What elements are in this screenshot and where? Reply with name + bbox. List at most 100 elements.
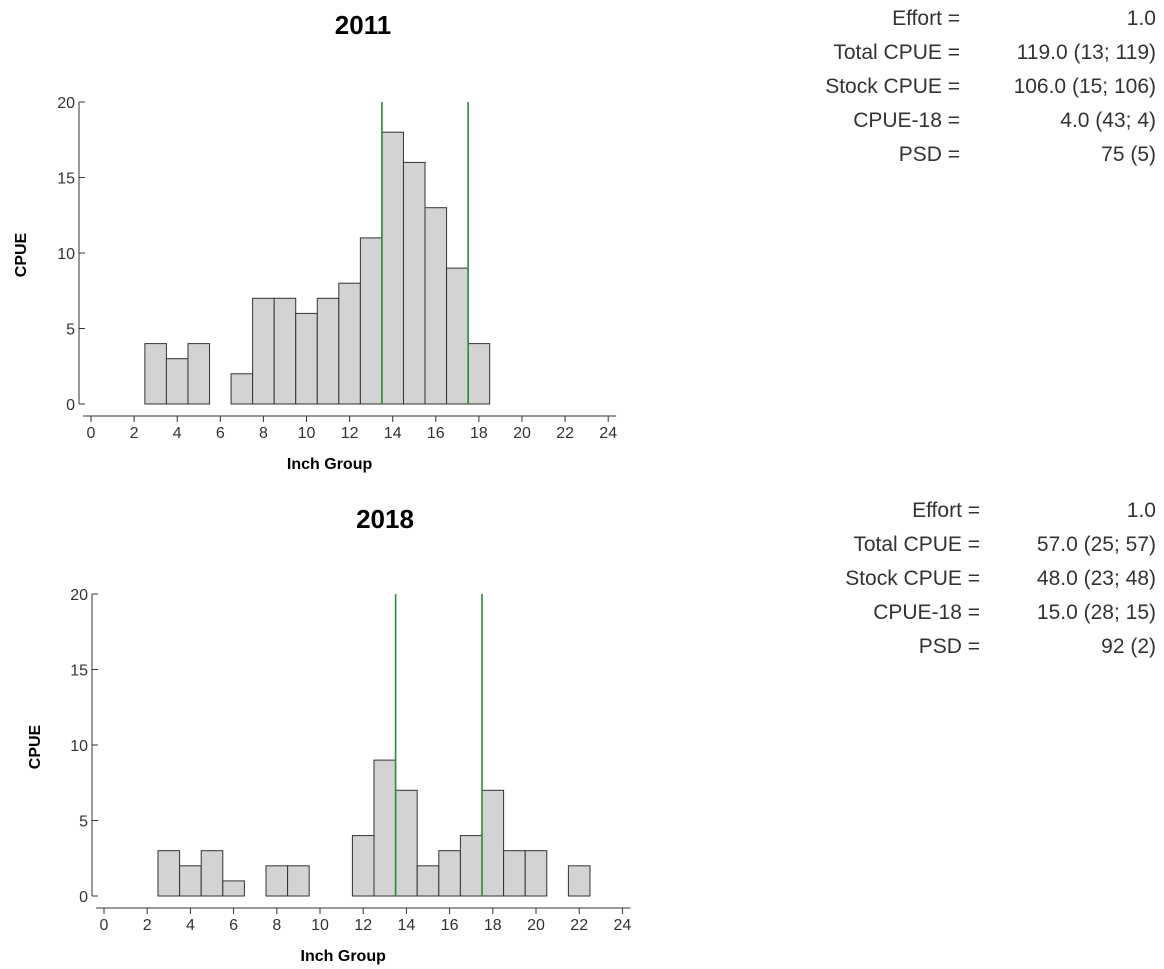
x-tick-label: 24: [614, 917, 632, 934]
x-tick-label: 20: [527, 917, 545, 934]
x-tick-label: 12: [354, 917, 372, 934]
histogram-bar: [381, 131, 404, 405]
stat-row: Stock CPUE = 106.0 (15; 106): [760, 73, 1160, 101]
stat-label: Total CPUE =: [853, 533, 980, 556]
stat-label: PSD =: [918, 635, 980, 658]
histogram-bar: [144, 343, 167, 405]
histogram-bar: [287, 865, 310, 897]
stats-panel-2011: Effort = 1.0 Total CPUE = 119.0 (13; 119) St…: [760, 5, 1160, 185]
stat-row: CPUE-18 = 4.0 (43; 4): [760, 107, 1160, 135]
x-tick-label: 4: [186, 917, 195, 934]
stat-value: 1.0: [1126, 7, 1156, 30]
histogram-bar: [316, 297, 340, 405]
histogram-bar: [179, 865, 202, 897]
stat-row: CPUE-18 = 15.0 (28; 15): [760, 599, 1160, 627]
stat-row: Total CPUE = 119.0 (13; 119): [760, 39, 1160, 67]
stat-label: Effort =: [892, 7, 960, 30]
x-tick-label: 16: [441, 917, 459, 934]
histogram-bar: [503, 850, 526, 897]
x-tick-label: 16: [427, 425, 445, 442]
histogram-2011: 2011 0 5 10 15 20 0 2 4 6 8 10 12 14 16 18 20 22 24 Inch Gr…: [0, 0, 640, 480]
histogram-bar: [252, 297, 275, 405]
x-tick-label: 18: [484, 917, 502, 934]
x-axis-title: Inch Group: [287, 456, 373, 473]
x-tick-label: 10: [298, 425, 316, 442]
histogram-bar: [187, 343, 211, 405]
x-tick-label: 6: [229, 917, 238, 934]
histogram-bar: [416, 865, 440, 897]
y-tick-label: 5: [66, 322, 75, 339]
stat-label: PSD =: [898, 143, 960, 166]
x-tick-label: 24: [599, 425, 617, 442]
stat-label: CPUE-18 =: [873, 601, 980, 624]
histogram-bar: [265, 865, 289, 897]
histogram-bar: [438, 850, 461, 897]
histogram-bar: [359, 237, 383, 405]
stat-label: Effort =: [912, 499, 980, 522]
stat-row: Stock CPUE = 48.0 (23; 48): [760, 565, 1160, 593]
x-tick-label: 10: [311, 917, 329, 934]
stat-label: Stock CPUE =: [845, 567, 980, 590]
y-tick-label: 15: [57, 171, 75, 188]
y-tick-label: 5: [79, 814, 88, 831]
x-tick-label: 22: [570, 917, 588, 934]
y-axis-title: CPUE: [27, 724, 44, 769]
x-tick-label: 0: [87, 425, 96, 442]
stat-value: 119.0 (13; 119): [1016, 41, 1156, 64]
stat-value: 92 (2): [1101, 635, 1156, 658]
histogram-bar: [481, 789, 505, 897]
y-tick-label: 20: [70, 587, 88, 604]
x-tick-label: 14: [398, 917, 416, 934]
chart-title: 2011: [335, 10, 391, 40]
stat-label: CPUE-18 =: [853, 109, 960, 132]
x-tick-label: 12: [341, 425, 359, 442]
histogram-bar: [230, 373, 254, 405]
stat-value: 48.0 (23; 48): [1036, 567, 1156, 590]
histogram-bar: [524, 850, 548, 897]
histogram-2018: 2018 0 5 10 15 20 0 2 4 6 8 10 12 14 16 18 20 22 24 Inch Gr…: [0, 490, 660, 969]
histogram-bar: [459, 835, 483, 897]
histogram-bar: [351, 835, 375, 897]
histogram-bar: [402, 161, 426, 405]
x-tick-label: 22: [556, 425, 574, 442]
histogram-bar: [338, 282, 361, 405]
stat-value: 57.0 (25; 57): [1036, 533, 1156, 556]
y-tick-label: 10: [57, 246, 75, 263]
stat-row: PSD = 75 (5): [760, 141, 1160, 169]
x-tick-label: 6: [216, 425, 225, 442]
x-tick-label: 8: [272, 917, 281, 934]
y-axis-title: CPUE: [13, 232, 30, 277]
y-tick-label: 10: [70, 738, 88, 755]
stat-row: PSD = 92 (2): [760, 633, 1160, 661]
x-axis-title: Inch Group: [301, 948, 387, 965]
x-tick-label: 2: [130, 425, 139, 442]
stat-value: 75 (5): [1101, 143, 1156, 166]
stats-panel-2018: Effort = 1.0 Total CPUE = 57.0 (25; 57) Stoc…: [760, 497, 1160, 677]
histogram-bar: [446, 267, 469, 405]
stat-row: Effort = 1.0: [760, 5, 1160, 33]
stat-row: Total CPUE = 57.0 (25; 57): [760, 531, 1160, 559]
chart-title: 2018: [356, 504, 414, 534]
stat-row: Effort = 1.0: [760, 497, 1160, 525]
x-tick-label: 18: [470, 425, 488, 442]
stat-value: 4.0 (43; 4): [1060, 109, 1156, 132]
histogram-bar: [373, 759, 397, 897]
y-tick-label: 0: [66, 397, 75, 414]
x-tick-label: 8: [259, 425, 268, 442]
histogram-bar: [424, 207, 448, 405]
stat-value: 1.0: [1126, 499, 1156, 522]
histogram-bar: [295, 312, 318, 405]
histogram-bar: [273, 297, 297, 405]
x-tick-label: 4: [173, 425, 182, 442]
stat-label: Stock CPUE =: [825, 75, 960, 98]
stat-label: Total CPUE =: [833, 41, 960, 64]
x-tick-label: 20: [513, 425, 531, 442]
stat-value: 15.0 (28; 15): [1036, 601, 1156, 624]
y-tick-label: 15: [70, 663, 88, 680]
histogram-bar: [157, 850, 181, 897]
histogram-bar: [395, 789, 418, 897]
histogram-bar: [567, 865, 591, 897]
y-tick-label: 20: [57, 95, 75, 112]
histogram-bar: [467, 343, 491, 405]
